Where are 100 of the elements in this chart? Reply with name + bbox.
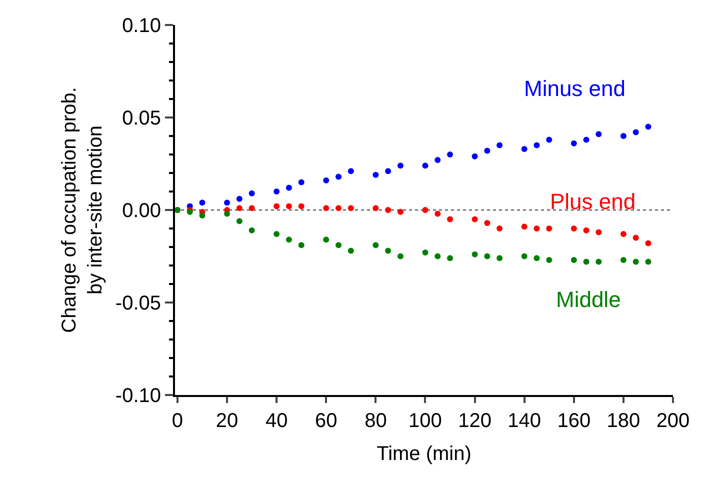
point [484, 220, 490, 226]
point [620, 231, 626, 238]
point [422, 250, 428, 256]
point [397, 208, 404, 215]
point [632, 129, 639, 136]
point [472, 251, 478, 258]
point [372, 205, 379, 212]
point [484, 253, 490, 260]
point [348, 248, 354, 254]
point [199, 212, 206, 219]
x-tick-label: 200 [656, 410, 690, 432]
point [434, 253, 441, 260]
point [632, 234, 639, 241]
point [286, 203, 292, 210]
point [583, 227, 590, 234]
point [372, 172, 379, 178]
point [248, 227, 255, 234]
point [385, 168, 392, 174]
point [596, 258, 602, 265]
point [620, 256, 626, 263]
point [199, 200, 206, 206]
point [496, 255, 503, 262]
x-tick-label: 60 [315, 410, 338, 432]
x-tick-label: 0 [172, 410, 184, 432]
x-tick-label: 160 [557, 410, 591, 432]
point [583, 258, 590, 265]
x-tick-label: 140 [508, 410, 542, 432]
point [472, 153, 478, 160]
x-tick-label: 120 [458, 410, 492, 432]
point [434, 157, 441, 164]
point [336, 242, 342, 248]
point [447, 255, 454, 262]
y-tick-label: -0.10 [115, 385, 161, 407]
point [521, 253, 528, 260]
series-label: Minus end [524, 76, 626, 101]
point [546, 226, 552, 232]
point [385, 207, 392, 213]
point [236, 196, 242, 202]
point [224, 210, 230, 217]
y-tick-label: 0.00 [122, 200, 161, 222]
point [236, 205, 242, 212]
point [472, 216, 478, 222]
point [397, 253, 404, 260]
point [447, 152, 454, 158]
point [323, 205, 330, 212]
point [521, 146, 528, 152]
series-label: Middle [556, 287, 621, 312]
y-tick-label: 0.05 [122, 108, 161, 130]
point [274, 188, 280, 194]
point [298, 179, 304, 186]
point [583, 136, 590, 143]
x-tick-label: 100 [408, 410, 442, 432]
point [496, 142, 503, 148]
series-label: Plus end [550, 189, 636, 214]
point [447, 216, 454, 222]
x-tick-label: 20 [216, 410, 238, 432]
point [336, 174, 342, 180]
point [645, 258, 652, 265]
point [521, 224, 528, 230]
y-tick-label: 0.10 [122, 15, 161, 37]
point [570, 256, 577, 263]
point [620, 133, 626, 139]
point [274, 231, 280, 238]
point [385, 248, 392, 254]
point [236, 218, 242, 224]
point [298, 242, 304, 248]
point [645, 124, 652, 130]
point [484, 148, 490, 154]
point [546, 136, 552, 143]
point [336, 205, 342, 212]
x-tick-label: 40 [265, 410, 288, 432]
y-tick-label: -0.05 [115, 292, 161, 314]
point [534, 255, 540, 262]
point [286, 184, 292, 191]
point [248, 190, 255, 196]
x-tick-label: 180 [606, 410, 640, 432]
point [645, 240, 652, 246]
point [397, 162, 404, 169]
point [570, 140, 577, 146]
point [570, 226, 577, 232]
point [274, 203, 280, 210]
point [348, 205, 354, 212]
x-tick-label: 80 [364, 410, 387, 432]
y-axis-title: Change of occupation prob. by inter-site motion [58, 87, 106, 333]
point [596, 131, 602, 138]
x-axis-title: Time (min) [376, 443, 472, 465]
point [596, 229, 602, 236]
point [298, 203, 304, 210]
point [434, 210, 441, 217]
point [534, 226, 540, 232]
point [534, 142, 540, 148]
point [323, 236, 330, 243]
point [422, 162, 428, 169]
point [224, 200, 230, 206]
point [248, 205, 255, 212]
point [348, 168, 354, 174]
point [286, 236, 292, 243]
point [422, 207, 428, 213]
point [632, 258, 639, 265]
point [496, 226, 503, 232]
